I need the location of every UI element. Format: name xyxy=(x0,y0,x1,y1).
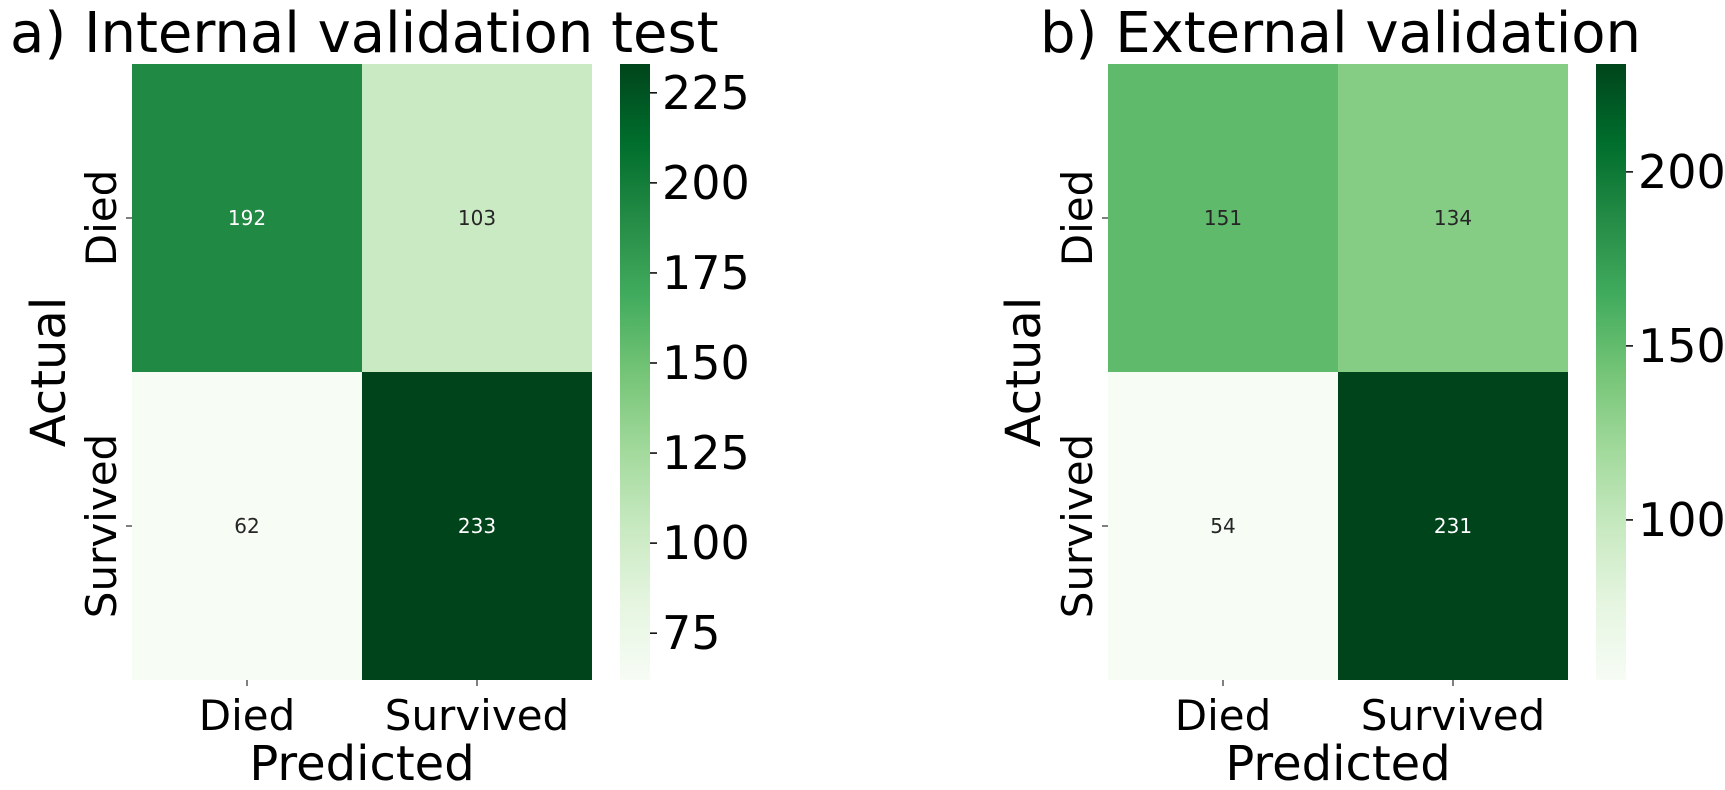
chart-b-xtick-label-1: Survived xyxy=(1361,691,1545,740)
chart-a-cell-label-0-0: 192 xyxy=(228,206,266,230)
chart-b-cell-label-0-1: 134 xyxy=(1434,206,1472,230)
chart-a-colorbar-tick-label-1: 100 xyxy=(662,516,750,570)
chart-a-colorbar-tick-label-3: 150 xyxy=(662,336,750,390)
chart-a-title: a) Internal validation test xyxy=(10,1,719,66)
chart-a-ytick-label-0: Died xyxy=(77,170,126,267)
chart-b-colorbar-tick-label-0: 100 xyxy=(1638,493,1725,547)
chart-a-ytick-label-1: Survived xyxy=(77,434,126,618)
chart-b-colorbar-tick-label-1: 150 xyxy=(1638,319,1725,373)
chart-b-cell-0-0 xyxy=(1108,64,1338,372)
chart-a: a) Internal validation test 192 103 62 233 Di… xyxy=(10,1,750,790)
chart-a-colorbar-tick-label-0: 75 xyxy=(662,606,721,660)
chart-a-cell-0-0 xyxy=(132,64,362,372)
chart-a-ylabel: Actual xyxy=(21,297,77,447)
chart-b-cell-1-0 xyxy=(1108,372,1338,680)
chart-a-colorbar xyxy=(620,64,650,680)
chart-a-xlabel: Predicted xyxy=(249,736,474,790)
chart-b-colorbar xyxy=(1596,64,1626,680)
chart-a-cell-label-0-1: 103 xyxy=(458,206,496,230)
chart-b-cell-1-1 xyxy=(1338,372,1568,680)
chart-a-colorbar-tick-label-4: 175 xyxy=(662,246,750,300)
chart-b-cell-0-1 xyxy=(1338,64,1568,372)
chart-a-cell-0-1 xyxy=(362,64,592,372)
chart-b-ylabel: Actual xyxy=(996,297,1052,447)
chart-a-cell-label-1-1: 233 xyxy=(458,514,496,538)
chart-b: b) External validation 151 134 54 231 Died Sur… xyxy=(996,1,1725,790)
chart-b-cell-label-0-0: 151 xyxy=(1204,206,1242,230)
chart-a-colorbar-tick-label-6: 225 xyxy=(662,66,750,120)
chart-b-ytick-label-0: Died xyxy=(1053,170,1102,267)
chart-a-colorbar-tick-label-2: 125 xyxy=(662,426,750,480)
chart-b-ytick-label-1: Survived xyxy=(1053,434,1102,618)
chart-a-cell-1-0 xyxy=(132,372,362,680)
chart-b-colorbar-tick-label-2: 200 xyxy=(1638,145,1725,199)
chart-a-colorbar-tick-label-5: 200 xyxy=(662,156,750,210)
chart-a-cell-label-1-0: 62 xyxy=(234,514,259,538)
chart-b-xtick-label-0: Died xyxy=(1175,691,1272,740)
chart-b-cell-label-1-1: 231 xyxy=(1434,514,1472,538)
chart-a-cell-1-1 xyxy=(362,372,592,680)
chart-a-xtick-label-1: Survived xyxy=(385,691,569,740)
chart-b-title: b) External validation xyxy=(1040,1,1641,66)
chart-b-cell-label-1-0: 54 xyxy=(1210,514,1235,538)
chart-a-xtick-label-0: Died xyxy=(199,691,296,740)
chart-b-xlabel: Predicted xyxy=(1225,736,1450,790)
